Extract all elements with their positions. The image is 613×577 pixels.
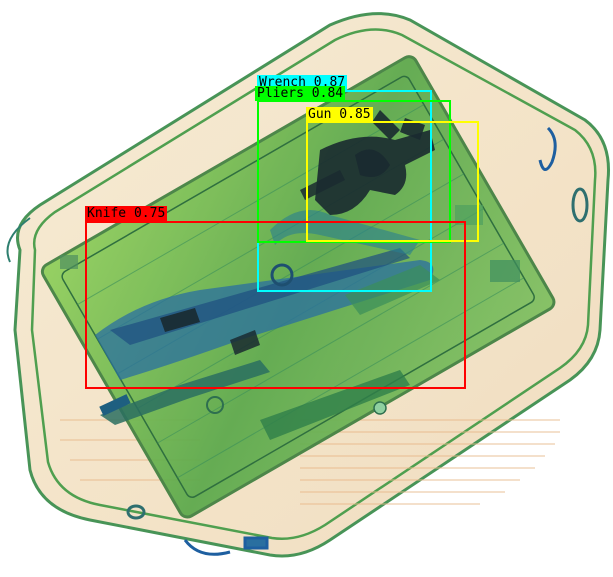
knife-detection-box [85, 221, 466, 389]
knife-detection-label: Knife 0.75 [85, 206, 168, 221]
gun-detection-box [306, 121, 479, 242]
bag-handle-bottom [126, 504, 269, 556]
gun-detection-label: Gun 0.85 [306, 107, 373, 122]
metal-objects [160, 110, 435, 355]
pliers-detection-label: Pliers 0.84 [255, 86, 346, 101]
pliers-detection-box [257, 100, 451, 243]
tray-components [60, 205, 520, 415]
bag-handle-right [538, 126, 589, 223]
